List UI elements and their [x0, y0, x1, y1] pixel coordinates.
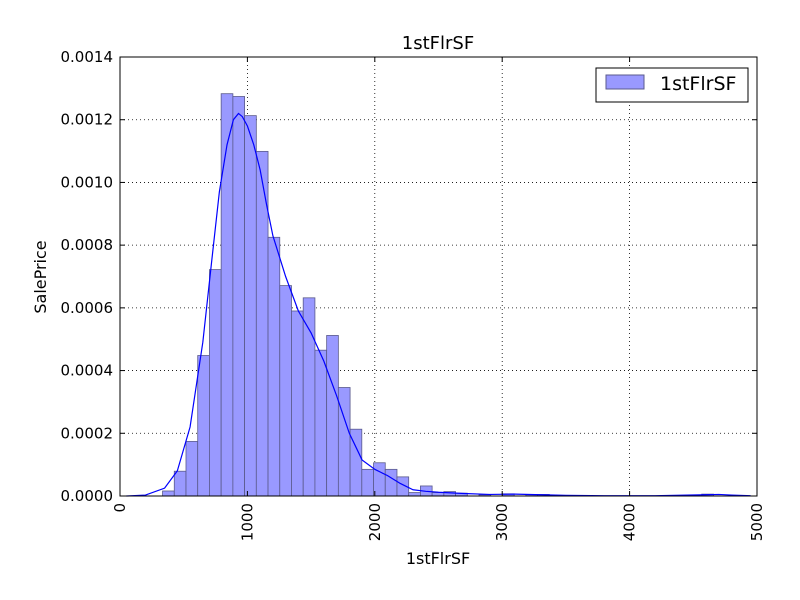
- histogram-bar: [431, 492, 445, 497]
- histogram-bar: [384, 468, 398, 497]
- histogram-bar: [267, 236, 281, 497]
- chart-title: 1stFlrSF: [402, 33, 474, 54]
- histogram-bar: [232, 96, 245, 497]
- histogram-bar: [337, 387, 351, 497]
- histogram-bar: [209, 269, 222, 497]
- x-tick-label: 5000: [748, 503, 766, 541]
- histogram-bar: [408, 492, 421, 497]
- y-axis-ticks: 0.0000 0.0002 0.0004 0.0006 0.0008 0.0010 0.00…: [61, 48, 757, 505]
- histogram-bar: [291, 310, 304, 497]
- y-tick-label: 0.0008: [61, 236, 114, 254]
- histogram-bar: [185, 441, 199, 497]
- histogram-bar: [279, 285, 292, 497]
- kde-line: [126, 112, 751, 497]
- x-tick-label: 4000: [621, 503, 639, 541]
- histogram-bar: [173, 470, 187, 497]
- x-axis-label: 1stFlrSF: [406, 549, 470, 568]
- y-tick-label: 0.0004: [61, 362, 114, 380]
- legend: 1stFlrSF: [595, 67, 749, 103]
- y-tick-label: 0.0010: [61, 173, 114, 191]
- x-tick-label: 2000: [366, 503, 384, 541]
- y-tick-label: 0.0006: [61, 299, 114, 317]
- y-tick-label: 0.0000: [61, 487, 114, 505]
- histogram-bar: [197, 355, 210, 497]
- x-axis-ticks: 0 1000 2000 3000 4000 5000: [111, 57, 766, 541]
- plot-frame: [119, 56, 758, 497]
- y-tick-label: 0.0012: [61, 111, 114, 129]
- histogram-bar: [162, 490, 175, 497]
- y-tick-label: 0.0002: [61, 424, 114, 442]
- histogram-bar: [302, 297, 316, 497]
- histogram-bar: [244, 115, 257, 497]
- histogram-bar: [326, 335, 339, 497]
- histogram-bar: [361, 468, 374, 497]
- y-tick-label: 0.0014: [61, 48, 114, 66]
- x-tick-label: 1000: [238, 503, 256, 541]
- legend-label: 1stFlrSF: [660, 73, 736, 95]
- legend-swatch: [605, 74, 645, 90]
- x-tick-label: 0: [111, 503, 129, 513]
- histogram-bar: [314, 349, 328, 497]
- histogram-bar: [220, 93, 234, 497]
- y-axis-label: SalePrice: [31, 240, 50, 313]
- x-tick-label: 3000: [493, 503, 511, 541]
